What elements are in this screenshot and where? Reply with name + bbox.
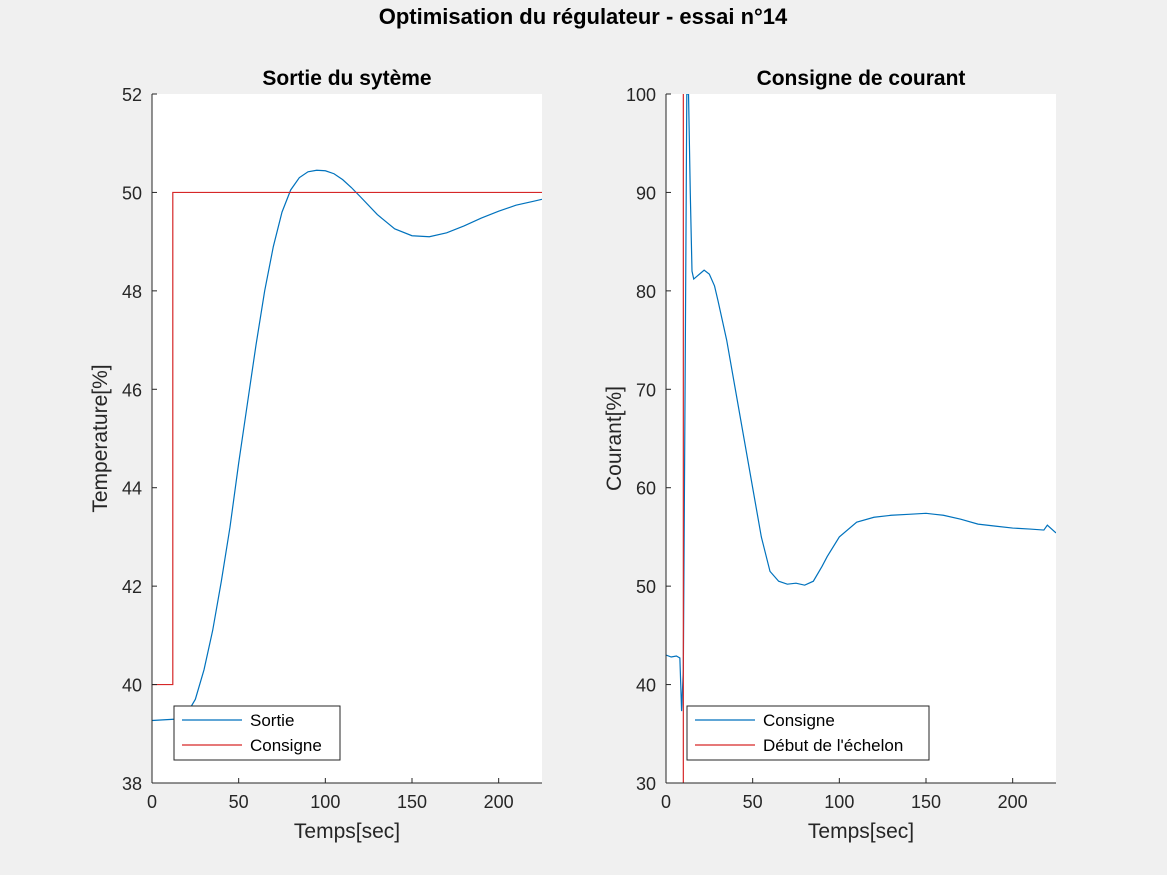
- x-axis-label: Temps[sec]: [808, 820, 914, 843]
- y-tick-label: 46: [122, 380, 142, 400]
- y-tick-label: 30: [636, 774, 656, 794]
- y-tick-label: 80: [636, 282, 656, 302]
- legend-label: Consigne: [763, 711, 835, 730]
- legend-box: [173, 705, 341, 761]
- y-tick-label: 52: [122, 85, 142, 105]
- x-tick-label: 200: [998, 792, 1028, 812]
- figure-title: Optimisation du régulateur - essai n°14: [379, 4, 788, 29]
- y-tick-label: 40: [636, 676, 656, 696]
- x-tick-label: 50: [743, 792, 763, 812]
- x-axis-label: Temps[sec]: [294, 820, 400, 843]
- y-tick-label: 70: [636, 380, 656, 400]
- x-tick-label: 0: [661, 792, 671, 812]
- x-tick-label: 150: [911, 792, 941, 812]
- x-tick-label: 150: [397, 792, 427, 812]
- series-line-2: [152, 191, 542, 686]
- x-tick-label: 100: [310, 792, 340, 812]
- series-line-1: [666, 94, 1056, 712]
- y-tick-label: 48: [122, 282, 142, 302]
- y-tick-label: 38: [122, 774, 142, 794]
- x-tick-label: 200: [484, 792, 514, 812]
- legend-label: Consigne: [250, 736, 322, 755]
- y-tick-label: 50: [636, 577, 656, 597]
- legend: Sortie Consigne: [173, 705, 341, 761]
- axes-title: Sortie du sytème: [262, 67, 431, 90]
- y-tick-label: 44: [122, 479, 142, 499]
- plot-area: [152, 94, 542, 783]
- legend-label: Sortie: [250, 711, 294, 730]
- axes-title: Consigne de courant: [757, 67, 966, 90]
- x-tick-label: 100: [824, 792, 854, 812]
- legend: Consigne Début de l'échelon: [686, 705, 930, 761]
- y-tick-label: 42: [122, 577, 142, 597]
- y-tick-label: 90: [636, 183, 656, 203]
- y-axis-label: Temperature[%]: [89, 364, 112, 512]
- y-tick-label: 50: [122, 183, 142, 203]
- plot-area: [666, 94, 1056, 783]
- axes-1: 0 50 100 150 200 38 40 42 44 46 48 50 52 Sortie du sy…: [89, 67, 542, 843]
- legend-label: Début de l'échelon: [763, 736, 903, 755]
- y-tick-label: 40: [122, 676, 142, 696]
- axes-2: 0 50 100 150 200 30 40 50 60 70 80 90 100 Consigne de…: [603, 67, 1056, 843]
- legend-box: [686, 705, 930, 761]
- x-tick-label: 0: [147, 792, 157, 812]
- y-axis-label: Courant[%]: [603, 386, 626, 491]
- x-tick-label: 50: [229, 792, 249, 812]
- series-line-1: [152, 169, 542, 722]
- y-tick-label: 100: [626, 85, 656, 105]
- y-tick-label: 60: [636, 479, 656, 499]
